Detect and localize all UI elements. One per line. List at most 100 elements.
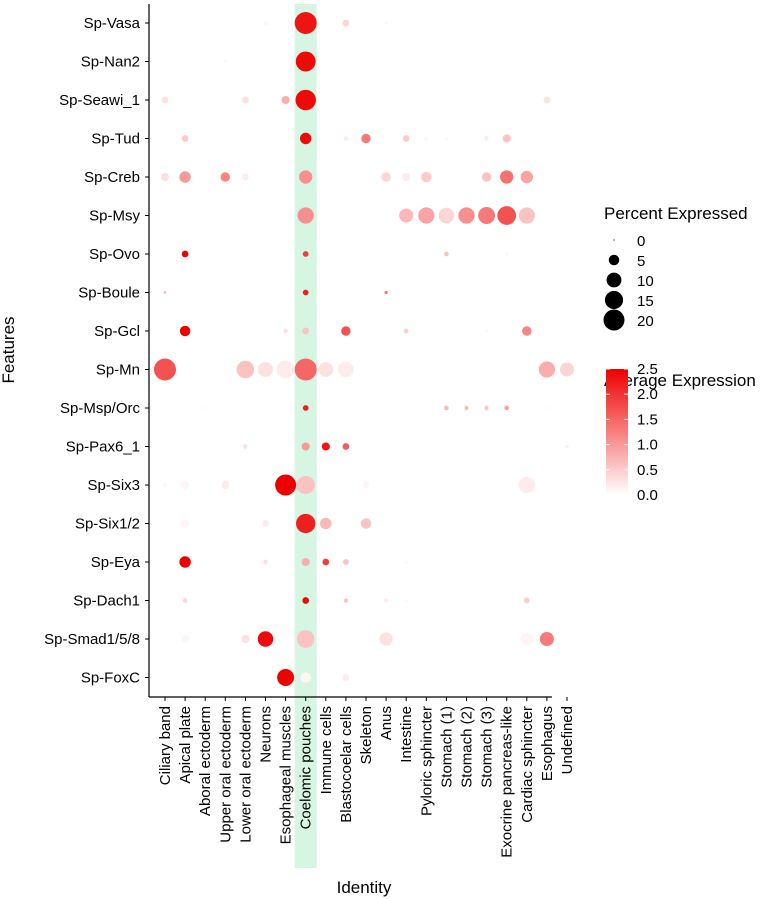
dot-sp-msp-orc-stomach-1 — [444, 405, 449, 411]
dot-sp-six3-upper-oral-ectoderm — [221, 480, 230, 490]
dot-sp-six3-coelomic-pouches — [296, 475, 315, 495]
x-tick-label-esophageal-muscles: Esophageal muscles — [278, 706, 295, 844]
dot-sp-mn-esophagus — [538, 361, 556, 378]
dot-sp-mn-undefined — [559, 362, 575, 377]
dot-sp-seawi-1-esophagus — [543, 96, 551, 104]
color-legend-label: 0.5 — [637, 462, 658, 479]
x-tick-label-lower-oral-ectoderm: Lower oral ectoderm — [237, 706, 254, 843]
x-tick-label-intestine: Intestine — [398, 706, 415, 763]
dot-sp-ovo-coelomic-pouches — [302, 251, 309, 257]
dot-sp-foxc-esophageal-muscles — [277, 669, 295, 686]
dot-sp-boule-anus — [384, 290, 388, 295]
dot-sp-pax6-1-undefined — [565, 444, 569, 449]
dot-sp-vasa-coelomic-pouches — [294, 12, 317, 34]
dot-sp-six1-2-apical-plate — [181, 519, 190, 528]
dot-sp-seawi-1-esophageal-muscles — [281, 95, 290, 105]
dot-sp-msy-stomach-1 — [438, 207, 455, 224]
dot-sp-tud-intestine — [402, 135, 410, 142]
y-tick-label-sp-nan2: Sp-Nan2 — [81, 54, 140, 71]
y-tick-label-sp-dach1: Sp-Dach1 — [73, 593, 140, 610]
dot-sp-msy-stomach-3 — [478, 207, 496, 224]
y-tick-label-sp-msy: Sp-Msy — [89, 208, 140, 225]
dot-sp-dach1-anus — [384, 598, 389, 603]
dot-sp-mn-blastocoelar-cells — [338, 361, 354, 378]
dot-sp-vasa-blastocoelar-cells — [342, 19, 350, 27]
dot-sp-pax6-1-immune-cells — [321, 442, 330, 451]
dot-sp-msy-exocrine-pancreas-like — [497, 206, 517, 225]
dot-sp-creb-intestine — [402, 172, 411, 182]
dot-sp-dach1-blastocoelar-cells — [343, 598, 348, 603]
color-legend-title: Average Expression — [604, 371, 756, 390]
dot-sp-gcl-blastocoelar-cells — [341, 326, 351, 336]
y-tick-label-sp-pax6-1: Sp-Pax6_1 — [66, 439, 140, 456]
dot-sp-smad1-5-8-anus — [379, 632, 393, 646]
dot-sp-creb-anus — [381, 172, 391, 182]
size-legend-label: 20 — [637, 313, 654, 330]
dot-sp-six3-esophageal-muscles — [275, 474, 297, 496]
dot-sp-six3-skeleton — [362, 481, 370, 489]
y-tick-label-sp-boule: Sp-Boule — [78, 285, 140, 302]
size-legend-label: 15 — [637, 293, 654, 310]
size-legend-dot — [606, 272, 622, 288]
x-tick-label-esophagus: Esophagus — [539, 706, 556, 781]
dot-sp-dach1-cardiac-sphincter — [523, 597, 530, 604]
y-tick-label-sp-msp-orc: Sp-Msp/Orc — [60, 400, 141, 417]
dot-sp-eya-neurons — [263, 559, 268, 565]
dot-sp-creb-apical-plate — [179, 171, 191, 183]
dot-sp-eya-apical-plate — [179, 556, 191, 568]
y-tick-label-sp-smad1-5-8: Sp-Smad1/5/8 — [44, 631, 140, 648]
dot-sp-mn-ciliary-band — [154, 358, 176, 381]
dot-sp-msp-orc-aboral-ectoderm — [203, 406, 207, 410]
x-tick-label-anus: Anus — [378, 706, 395, 740]
dot-sp-seawi-1-ciliary-band — [161, 96, 169, 104]
y-tick-label-sp-creb: Sp-Creb — [84, 169, 140, 186]
y-tick-label-sp-seawi-1: Sp-Seawi_1 — [59, 92, 140, 109]
x-tick-label-neurons: Neurons — [258, 706, 275, 763]
size-legend: Percent Expressed 0 5 10 15 20 — [603, 204, 748, 331]
x-tick-label-cardiac-sphincter: Cardiac sphincter — [519, 706, 536, 823]
x-tick-label-skeleton: Skeleton — [358, 706, 375, 764]
x-tick-label-ciliary-band: Ciliary band — [157, 706, 174, 785]
y-tick-label-sp-tud: Sp-Tud — [91, 131, 140, 148]
dot-sp-six1-2-coelomic-pouches — [296, 513, 316, 534]
dot-sp-creb-ciliary-band — [160, 172, 170, 182]
x-tick-label-aboral-ectoderm: Aboral ectoderm — [197, 706, 214, 816]
dot-sp-six3-cardiac-sphincter — [518, 476, 535, 494]
dot-sp-pax6-1-lower-oral-ectoderm — [243, 444, 248, 449]
dot-sp-creb-exocrine-pancreas-like — [500, 170, 514, 184]
y-axis-title: Features — [0, 316, 18, 383]
dot-sp-ovo-apical-plate — [181, 250, 189, 258]
dot-sp-creb-cardiac-sphincter — [520, 170, 533, 184]
x-tick-label-immune-cells: Immune cells — [318, 706, 335, 794]
dot-sp-msp-orc-esophagus — [545, 406, 549, 410]
x-tick-label-blastocoelar-cells: Blastocoelar cells — [338, 706, 355, 823]
dot-sp-msp-orc-stomach-3 — [484, 405, 489, 411]
dot-sp-pax6-1-blastocoelar-cells — [342, 443, 350, 450]
dot-sp-vasa-neurons — [263, 20, 268, 26]
x-tick-label-undefined: Undefined — [559, 706, 576, 774]
dot-sp-msy-coelomic-pouches — [297, 207, 314, 224]
color-legend-label: 0.0 — [637, 487, 658, 504]
y-tick-label-sp-mn: Sp-Mn — [96, 362, 140, 379]
size-legend-label: 5 — [637, 253, 645, 270]
dot-sp-foxc-blastocoelar-cells — [342, 674, 350, 681]
dot-sp-vasa-anus — [384, 21, 388, 25]
size-legend-dot — [608, 254, 620, 266]
x-tick-label-stomach-2: Stomach (2) — [459, 706, 476, 788]
dot-sp-seawi-1-coelomic-pouches — [295, 89, 316, 111]
color-legend-label: 2.5 — [637, 361, 658, 378]
dot-sp-msp-orc-stomach-2 — [464, 405, 469, 411]
color-legend-label: 2.0 — [637, 386, 658, 403]
dot-sp-msy-intestine — [399, 208, 414, 223]
dot-sp-creb-lower-oral-ectoderm — [242, 173, 249, 181]
dot-sp-smad1-5-8-neurons — [257, 631, 274, 647]
x-tick-label-pyloric-sphincter: Pyloric sphincter — [418, 706, 435, 816]
y-tick-label-sp-vasa: Sp-Vasa — [84, 15, 141, 32]
x-tick-label-stomach-3: Stomach (3) — [479, 706, 496, 788]
color-legend-bar — [606, 369, 628, 495]
y-axis-ticks: Sp-Vasa Sp-Nan2 Sp-Seawi_1 Sp-Tud Sp-Creb Sp-… — [44, 15, 149, 687]
dot-sp-smad1-5-8-esophagus — [539, 631, 554, 647]
x-axis-title: Identity — [337, 878, 392, 897]
dot-sp-tud-blastocoelar-cells — [343, 136, 349, 141]
size-legend-dot — [603, 309, 625, 331]
